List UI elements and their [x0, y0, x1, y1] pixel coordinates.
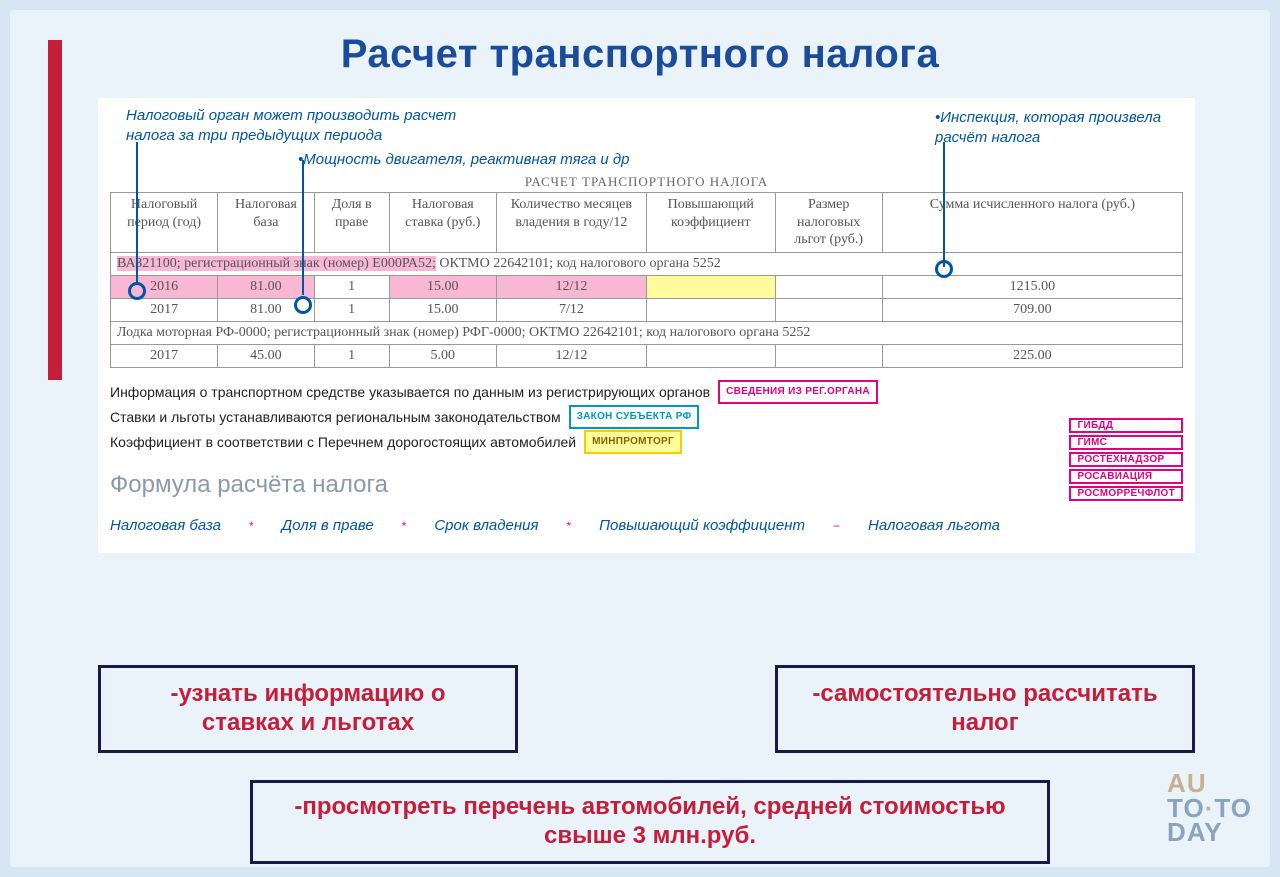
cell: 15.00 — [389, 298, 496, 321]
cell — [646, 298, 775, 321]
leader-line-1 — [136, 142, 138, 282]
formula-title: Формула расчёта налога — [110, 471, 1183, 499]
cell: 709.00 — [882, 298, 1182, 321]
col-coef: Повышающий коэффициент — [646, 193, 775, 253]
cell: 1 — [314, 275, 389, 298]
accent-bar — [48, 40, 62, 380]
box-list-cars: -просмотреть перечень автомобилей, средн… — [250, 780, 1050, 864]
formula-term: Повышающий коэффициент — [599, 517, 805, 535]
formula-op: * — [249, 519, 254, 533]
table-row: ВАЗ21100; регистрационный знак (номер) Е… — [111, 252, 1183, 275]
formula-term: Срок владения — [434, 517, 538, 535]
table-title: РАСЧЕТ ТРАНСПОРТНОГО НАЛОГА — [110, 174, 1183, 190]
callout-period: Налоговый орган может производить расчет… — [126, 106, 506, 145]
note-1-text: Информация о транспортном средстве указы… — [110, 380, 710, 405]
formula-term: Налоговая база — [110, 517, 221, 535]
callout-inspection-text: Инспекция, которая произвела расчёт нало… — [935, 109, 1161, 146]
action-boxes: -узнать информацию о ставках и льготах -… — [98, 665, 1195, 753]
col-base: Налоговая база — [218, 193, 314, 253]
callout-inspection: •Инспекция, которая произвела расчёт нал… — [935, 108, 1165, 147]
note-3: Коэффициент в соответствии с Перечнем до… — [110, 430, 1183, 455]
agency-tag: РОСТЕХНАДЗОР — [1069, 452, 1183, 467]
marker-base — [294, 296, 312, 314]
col-year: Налоговый период (год) — [111, 193, 218, 253]
table-row: 2016 81.00 1 15.00 12/12 1215.00 — [111, 275, 1183, 298]
notes: Информация о транспортном средстве указы… — [110, 380, 1183, 456]
hl-veh1a: ВАЗ21100; регистрационный знак (номер) Е… — [117, 256, 436, 271]
note-3-text: Коэффициент в соответствии с Перечнем до… — [110, 430, 576, 455]
formula-op: − — [833, 519, 840, 533]
cell: 2017 — [111, 344, 218, 367]
table-row: 2017 45.00 1 5.00 12/12 225.00 — [111, 344, 1183, 367]
formula-op: * — [402, 519, 407, 533]
table-row: 2017 81.00 1 15.00 7/12 709.00 — [111, 298, 1183, 321]
cell — [775, 275, 882, 298]
leader-line-2 — [302, 160, 304, 295]
agency-tag: ГИМС — [1069, 435, 1183, 450]
note-2: Ставки и льготы устанавливаются регионал… — [110, 405, 1183, 430]
cell: 7/12 — [496, 298, 646, 321]
tag-reg-org: СВЕДЕНИЯ ИЗ РЕГ.ОРГАНА — [718, 380, 878, 404]
tag-minpromtorg: МИНПРОМТОРГ — [584, 430, 682, 454]
leader-line-3 — [943, 142, 945, 267]
note-1: Информация о транспортном средстве указы… — [110, 380, 1183, 405]
formula: Налоговая база * Доля в праве * Срок вла… — [110, 517, 1183, 535]
cell: 12/12 — [496, 344, 646, 367]
cell: 5.00 — [389, 344, 496, 367]
table-row: Лодка моторная РФ-0000; регистрационный … — [111, 321, 1183, 344]
watermark: AU TO·TO DAY — [1167, 771, 1252, 845]
slide: Расчет транспортного налога Налоговый ор… — [10, 10, 1270, 867]
cell — [646, 275, 775, 298]
cell: 81.00 — [218, 275, 314, 298]
formula-term: Доля в праве — [282, 517, 374, 535]
page-title: Расчет транспортного налога — [10, 32, 1270, 77]
wm-day: DAY — [1167, 820, 1252, 845]
cell: 1 — [314, 344, 389, 367]
cell: 15.00 — [389, 275, 496, 298]
vehicle-2-info: Лодка моторная РФ-0000; регистрационный … — [111, 321, 1183, 344]
col-months: Количество месяцев владения в году/12 — [496, 193, 646, 253]
agency-tag: РОСМОРРЕЧФЛОТ — [1069, 486, 1183, 501]
cell: 1215.00 — [882, 275, 1182, 298]
cell: 45.00 — [218, 344, 314, 367]
cell: 225.00 — [882, 344, 1182, 367]
cell: 2017 — [111, 298, 218, 321]
tag-law: ЗАКОН СУБЪЕКТА РФ — [569, 405, 700, 429]
table-header-row: Налоговый период (год) Налоговая база До… — [111, 193, 1183, 253]
agency-tag: РОСАВИАЦИЯ — [1069, 469, 1183, 484]
cell — [646, 344, 775, 367]
agency-tag: ГИБДД — [1069, 418, 1183, 433]
col-benefit: Размер налоговых льгот (руб.) — [775, 193, 882, 253]
marker-year — [128, 282, 146, 300]
callout-power-text: Мощность двигателя, реактивная тяга и др — [303, 151, 629, 168]
col-sum: Сумма исчисленного налога (руб.) — [882, 193, 1182, 253]
col-rate: Налоговая ставка (руб.) — [389, 193, 496, 253]
vehicle-1-info: ВАЗ21100; регистрационный знак (номер) Е… — [111, 252, 1183, 275]
cell: 2016 — [111, 275, 218, 298]
box-calculate: -самостоятельно рассчитать налог — [775, 665, 1195, 753]
col-share: Доля в праве — [314, 193, 389, 253]
cell — [775, 298, 882, 321]
cell: 12/12 — [496, 275, 646, 298]
formula-term: Налоговая льгота — [868, 517, 1000, 535]
formula-op: * — [567, 519, 572, 533]
calc-table: Налоговый период (год) Налоговая база До… — [110, 192, 1183, 368]
marker-org — [935, 260, 953, 278]
note-2-text: Ставки и льготы устанавливаются регионал… — [110, 405, 561, 430]
cell — [775, 344, 882, 367]
cell: 1 — [314, 298, 389, 321]
content-panel: Налоговый орган может производить расчет… — [98, 98, 1195, 553]
callout-power: •Мощность двигателя, реактивная тяга и д… — [298, 150, 698, 170]
box-rates: -узнать информацию о ставках и льготах — [98, 665, 518, 753]
agency-list: ГИБДД ГИМС РОСТЕХНАДЗОР РОСАВИАЦИЯ РОСМО… — [1069, 418, 1183, 501]
